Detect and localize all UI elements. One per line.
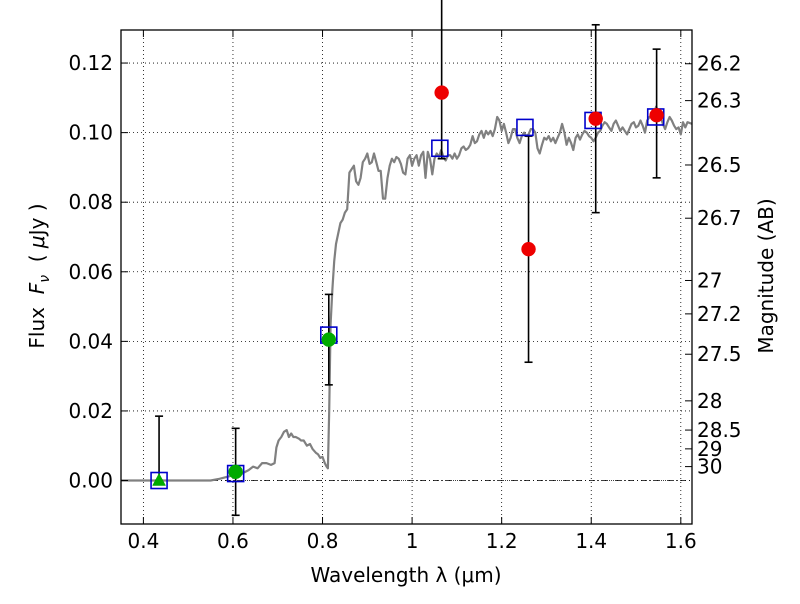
y-axis-label-nu: ν [37,275,53,283]
y-tick-label: 0.00 [68,469,113,493]
y-axis-label-paren: ( [25,248,49,275]
model-spectrum [121,105,693,482]
model-photometry-square [516,118,534,137]
y-tick-label: 0.04 [68,329,113,353]
photometry-point [588,111,603,126]
x-tick-label: 1 [406,529,419,553]
observed-photometry-points [152,85,664,486]
y-axis-label-word: Flux [25,294,49,348]
y-tick-label: 0.02 [68,399,113,423]
magnitude-tick-label: 27.5 [697,342,742,366]
photometry-point [321,332,337,347]
x-tick-label: 0.6 [217,529,249,553]
y-tick-label: 0.10 [68,121,113,145]
magnitude-tick-label: 27 [697,268,722,292]
model-spectrum-line [121,105,693,482]
magnitude-tick-label: 27.2 [697,302,742,326]
magnitude-tick-label: 26.3 [697,89,742,113]
x-tick-label: 1.6 [665,529,697,553]
magnitude-tick-label: 28 [697,389,722,413]
y-axis-label-unit: Jy ) [25,203,49,237]
photometry-point [521,241,536,257]
y-axis-label-mu: μ [25,235,49,249]
model-photometry-squares [150,108,665,490]
x-tick-label: 0.8 [307,529,339,553]
magnitude-tick-label: 28.5 [697,418,742,442]
x-axis-ticks: 0.4 0.6 0.8 1 1.2 1.4 1.6 [127,30,697,553]
y-tick-label: 0.08 [68,190,113,214]
magnitude-tick-label: 26.7 [697,206,742,230]
y-tick-label: 0.12 [68,51,113,75]
magnitude-tick-label: 26.2 [697,52,742,76]
model-photometry-square [431,139,449,158]
x-tick-label: 1.4 [575,529,607,553]
x-tick-label: 0.4 [127,529,159,553]
magnitude-tick-label: 26.5 [697,153,742,177]
photometry-point [228,464,243,480]
model-photometry-square [150,471,168,490]
photometry-point [649,107,664,123]
upper-limit-triangle [152,472,166,486]
x-tick-label: 1.2 [486,529,518,553]
y-axis-ticks: 0.00 0.02 0.04 0.06 0.08 0.10 0.12 [68,51,128,493]
photometry-point [434,85,449,100]
magnitude-axis-label: Magnitude (AB) [754,198,778,353]
y-tick-label: 0.06 [68,260,113,284]
y-axis-label: Flux Fν ( μJy ) [25,203,53,348]
error-bars [155,0,661,517]
grid-lines [121,30,692,524]
x-axis-label: Wavelength λ (μm) [310,563,501,587]
magnitude-tick-label: 30 [697,455,722,479]
y-axis-label-f: F [25,282,49,294]
magnitude-tick-label: 29 [697,437,722,461]
plot-frame [120,29,693,525]
